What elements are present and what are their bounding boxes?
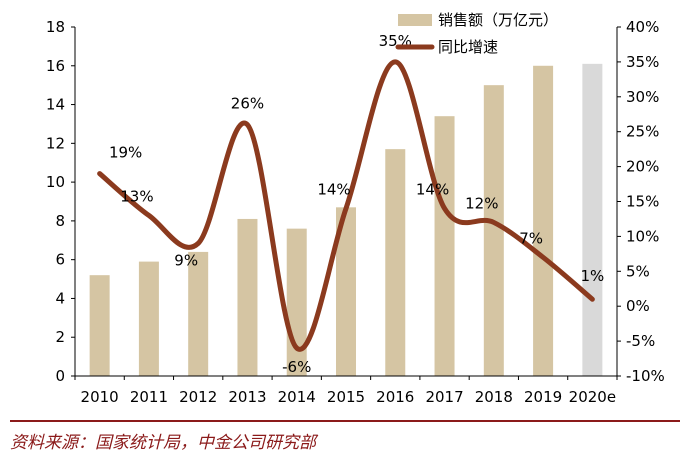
right-tick-label: 30%	[626, 88, 659, 106]
x-tick-label-2014: 2014	[278, 388, 316, 406]
bar-2015	[336, 207, 356, 376]
line-data-label-2019: 7%	[519, 229, 543, 247]
bar-2016	[385, 149, 406, 376]
x-tick-label-2011: 2011	[130, 388, 168, 406]
left-tick-label: 16	[46, 57, 65, 75]
line-data-label-2017: 14%	[416, 180, 449, 198]
x-tick-label-2018: 2018	[475, 388, 513, 406]
bar-2011	[138, 261, 159, 376]
legend-bar-swatch	[398, 14, 432, 26]
right-tick-label: 35%	[626, 53, 659, 71]
line-data-label-2013: 26%	[231, 95, 264, 113]
bar-2019	[533, 65, 554, 377]
bar-2010	[89, 275, 110, 376]
bar-2020e	[582, 63, 603, 376]
line-data-label-2015: 14%	[317, 180, 350, 198]
left-tick-label: 12	[46, 134, 65, 152]
combo-chart: 0 2 4 6 8 10 12 14 16 18 -10% -5% 0% 5% 10% 15% 20% 25% 30…	[46, 11, 665, 406]
right-tick-label: 25%	[626, 123, 659, 141]
growth-rate-line	[97, 59, 595, 352]
left-tick-label: 10	[46, 173, 65, 191]
left-tick-label: 18	[46, 18, 65, 36]
right-tick-label: 10%	[626, 227, 659, 245]
left-tick-label: 2	[55, 328, 65, 346]
right-tick-label: 20%	[626, 158, 659, 176]
legend-bar-label: 销售额（万亿元）	[438, 11, 558, 29]
legend-line-label: 同比增速	[438, 38, 498, 56]
bar-2013	[237, 218, 258, 376]
line-data-label-2010: 19%	[109, 144, 142, 162]
line-data-label-2020e: 1%	[580, 267, 604, 285]
x-tick-label-2013: 2013	[228, 388, 266, 406]
x-tick-label-2017: 2017	[425, 388, 463, 406]
bar-2017	[434, 116, 455, 376]
x-tick-label-2020e: 2020e	[569, 388, 616, 406]
x-tick-label-2015: 2015	[327, 388, 365, 406]
right-tick-label: 15%	[626, 193, 659, 211]
bar-2014	[286, 228, 307, 376]
x-tick-label-2019: 2019	[524, 388, 562, 406]
left-tick-label: 0	[55, 367, 65, 385]
right-tick-label: -5%	[626, 332, 655, 350]
left-tick-label: 14	[46, 96, 65, 114]
line-data-label-2012: 9%	[174, 251, 198, 269]
right-tick-label: 0%	[626, 297, 650, 315]
line-data-label-2014: -6%	[282, 358, 311, 376]
left-tick-label: 6	[55, 251, 65, 269]
left-tick-label: 4	[55, 289, 65, 307]
right-tick-label: 40%	[626, 18, 659, 36]
bar-2018	[483, 85, 504, 377]
left-tick-label: 8	[55, 212, 65, 230]
right-tick-label: -10%	[626, 367, 665, 385]
source-divider	[10, 420, 680, 422]
line-data-label-2018: 12%	[465, 194, 498, 212]
line-data-label-2011: 13%	[120, 187, 153, 205]
x-tick-label-2016: 2016	[376, 388, 414, 406]
bar-2012	[188, 251, 209, 376]
x-tick-label-2010: 2010	[81, 388, 119, 406]
source-note: 资料来源：国家统计局，中金公司研究部	[10, 433, 316, 453]
right-tick-label: 5%	[626, 262, 650, 280]
x-tick-label-2012: 2012	[179, 388, 217, 406]
